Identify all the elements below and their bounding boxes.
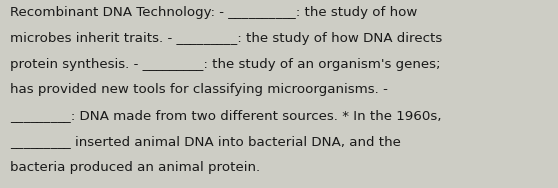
Text: _________ inserted animal DNA into bacterial DNA, and the: _________ inserted animal DNA into bacte… (10, 135, 401, 148)
Text: has provided new tools for classifying microorganisms. -: has provided new tools for classifying m… (10, 83, 388, 96)
Text: protein synthesis. - _________: the study of an organism's genes;: protein synthesis. - _________: the stud… (10, 58, 441, 70)
Text: Recombinant DNA Technology: - __________: the study of how: Recombinant DNA Technology: - __________… (10, 6, 417, 19)
Text: bacteria produced an animal protein.: bacteria produced an animal protein. (10, 161, 260, 174)
Text: microbes inherit traits. - _________: the study of how DNA directs: microbes inherit traits. - _________: th… (10, 32, 442, 45)
Text: _________: DNA made from two different sources. * In the 1960s,: _________: DNA made from two different s… (10, 109, 441, 122)
